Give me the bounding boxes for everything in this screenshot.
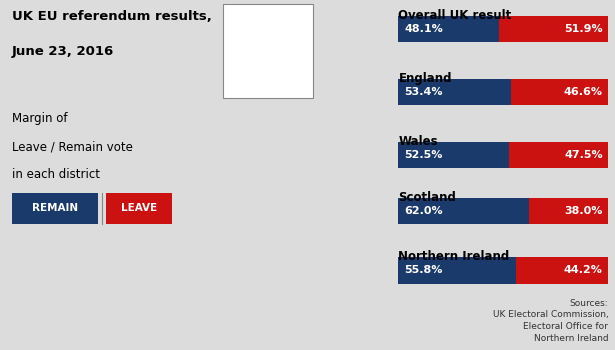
Text: UK EU referendum results,: UK EU referendum results,	[12, 10, 212, 23]
Text: Leave / Remain vote: Leave / Remain vote	[12, 140, 133, 153]
Bar	[399, 198, 528, 224]
Text: LEAVE: LEAVE	[121, 203, 157, 213]
Text: June 23, 2016: June 23, 2016	[12, 46, 114, 58]
Text: Wales: Wales	[399, 135, 438, 148]
Text: England: England	[399, 72, 452, 85]
Bar	[106, 193, 172, 224]
Text: 53.4%: 53.4%	[404, 87, 443, 97]
Text: in each district: in each district	[12, 168, 100, 181]
Text: 46.6%: 46.6%	[564, 87, 603, 97]
Text: 47.5%: 47.5%	[564, 150, 603, 160]
Bar	[510, 79, 608, 105]
Bar	[399, 142, 509, 168]
Text: 52.5%: 52.5%	[404, 150, 442, 160]
Bar	[509, 142, 608, 168]
Text: Northern Ireland: Northern Ireland	[399, 250, 510, 263]
Text: 62.0%: 62.0%	[404, 206, 443, 216]
Text: 51.9%: 51.9%	[564, 24, 603, 34]
Text: REMAIN: REMAIN	[32, 203, 78, 213]
Text: Overall UK result: Overall UK result	[399, 9, 512, 22]
Bar	[499, 16, 608, 42]
Bar	[12, 193, 98, 224]
Text: Sources:
UK Electoral Commission,
Electoral Office for
Northern Ireland: Sources: UK Electoral Commission, Electo…	[493, 299, 608, 343]
Bar	[515, 257, 608, 284]
Bar	[528, 198, 608, 224]
Bar	[399, 79, 510, 105]
Text: Margin of: Margin of	[12, 112, 67, 125]
Text: 38.0%: 38.0%	[565, 206, 603, 216]
Text: 55.8%: 55.8%	[404, 265, 442, 275]
Bar	[399, 16, 499, 42]
Bar	[223, 4, 314, 98]
Text: Scotland: Scotland	[399, 191, 456, 204]
Text: 44.2%: 44.2%	[564, 265, 603, 275]
Text: 48.1%: 48.1%	[404, 24, 443, 34]
Bar	[399, 257, 515, 284]
